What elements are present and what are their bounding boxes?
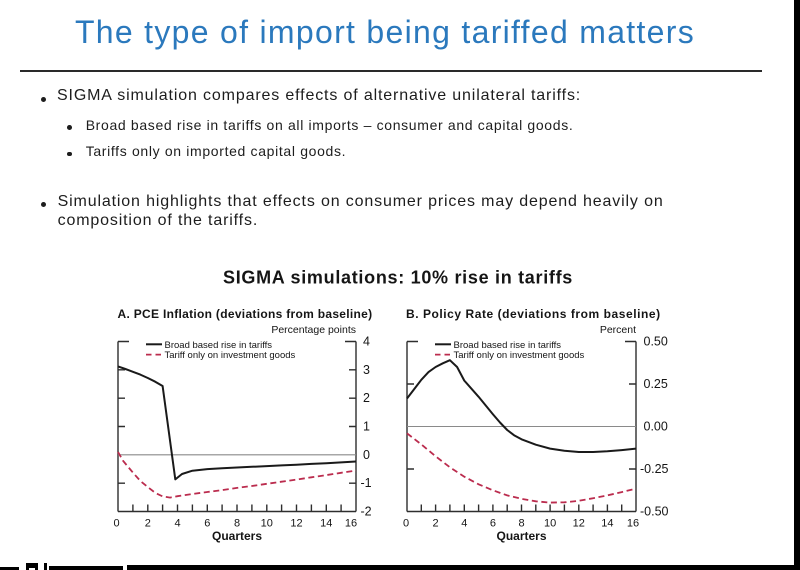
svg-text:A. PCE Inflation (deviations f: A. PCE Inflation (deviations from baseli… [118, 307, 373, 321]
svg-text:Quarters: Quarters [212, 529, 262, 543]
svg-text:0: 0 [113, 518, 119, 530]
svg-text:6: 6 [490, 518, 496, 530]
svg-text:10: 10 [261, 518, 273, 530]
svg-text:3: 3 [363, 363, 370, 377]
svg-text:Tariff only on investment good: Tariff only on investment goods [454, 350, 585, 361]
svg-text:0: 0 [403, 518, 409, 530]
svg-text:10: 10 [544, 518, 556, 530]
svg-text:0.50: 0.50 [644, 335, 668, 349]
svg-text:2: 2 [363, 391, 370, 405]
svg-text:14: 14 [320, 518, 332, 530]
svg-text:4: 4 [174, 518, 180, 530]
svg-text:2: 2 [433, 518, 439, 530]
svg-text:-1: -1 [361, 476, 372, 490]
svg-text:-0.50: -0.50 [640, 505, 669, 519]
svg-text:SIGMA simulations: 10% rise in: SIGMA simulations: 10% rise in tariffs [223, 268, 573, 288]
svg-text:-2: -2 [361, 505, 372, 519]
svg-text:6: 6 [204, 518, 210, 530]
svg-text:4: 4 [363, 335, 370, 349]
svg-text:16: 16 [345, 518, 357, 530]
svg-text:Broad based rise in tariffs: Broad based rise in tariffs [165, 340, 273, 351]
svg-text:14: 14 [601, 518, 613, 530]
svg-text:Percentage points: Percentage points [271, 324, 356, 336]
svg-text:0.00: 0.00 [644, 420, 668, 434]
svg-text:-0.25: -0.25 [640, 462, 669, 476]
svg-text:4: 4 [461, 518, 467, 530]
svg-text:8: 8 [234, 518, 240, 530]
svg-text:0.25: 0.25 [644, 377, 668, 391]
svg-text:1: 1 [363, 420, 370, 434]
svg-text:Quarters: Quarters [496, 529, 546, 543]
svg-text:Percent: Percent [600, 324, 636, 336]
svg-text:0: 0 [363, 448, 370, 462]
svg-text:Broad based rise in tariffs: Broad based rise in tariffs [454, 340, 562, 351]
svg-text:B. Policy Rate (deviations fro: B. Policy Rate (deviations from baseline… [406, 307, 661, 321]
svg-text:12: 12 [290, 518, 302, 530]
svg-text:2: 2 [145, 518, 151, 530]
svg-text:12: 12 [573, 518, 585, 530]
svg-text:16: 16 [627, 518, 639, 530]
svg-text:8: 8 [518, 518, 524, 530]
svg-text:Tariff only on investment good: Tariff only on investment goods [165, 350, 296, 361]
